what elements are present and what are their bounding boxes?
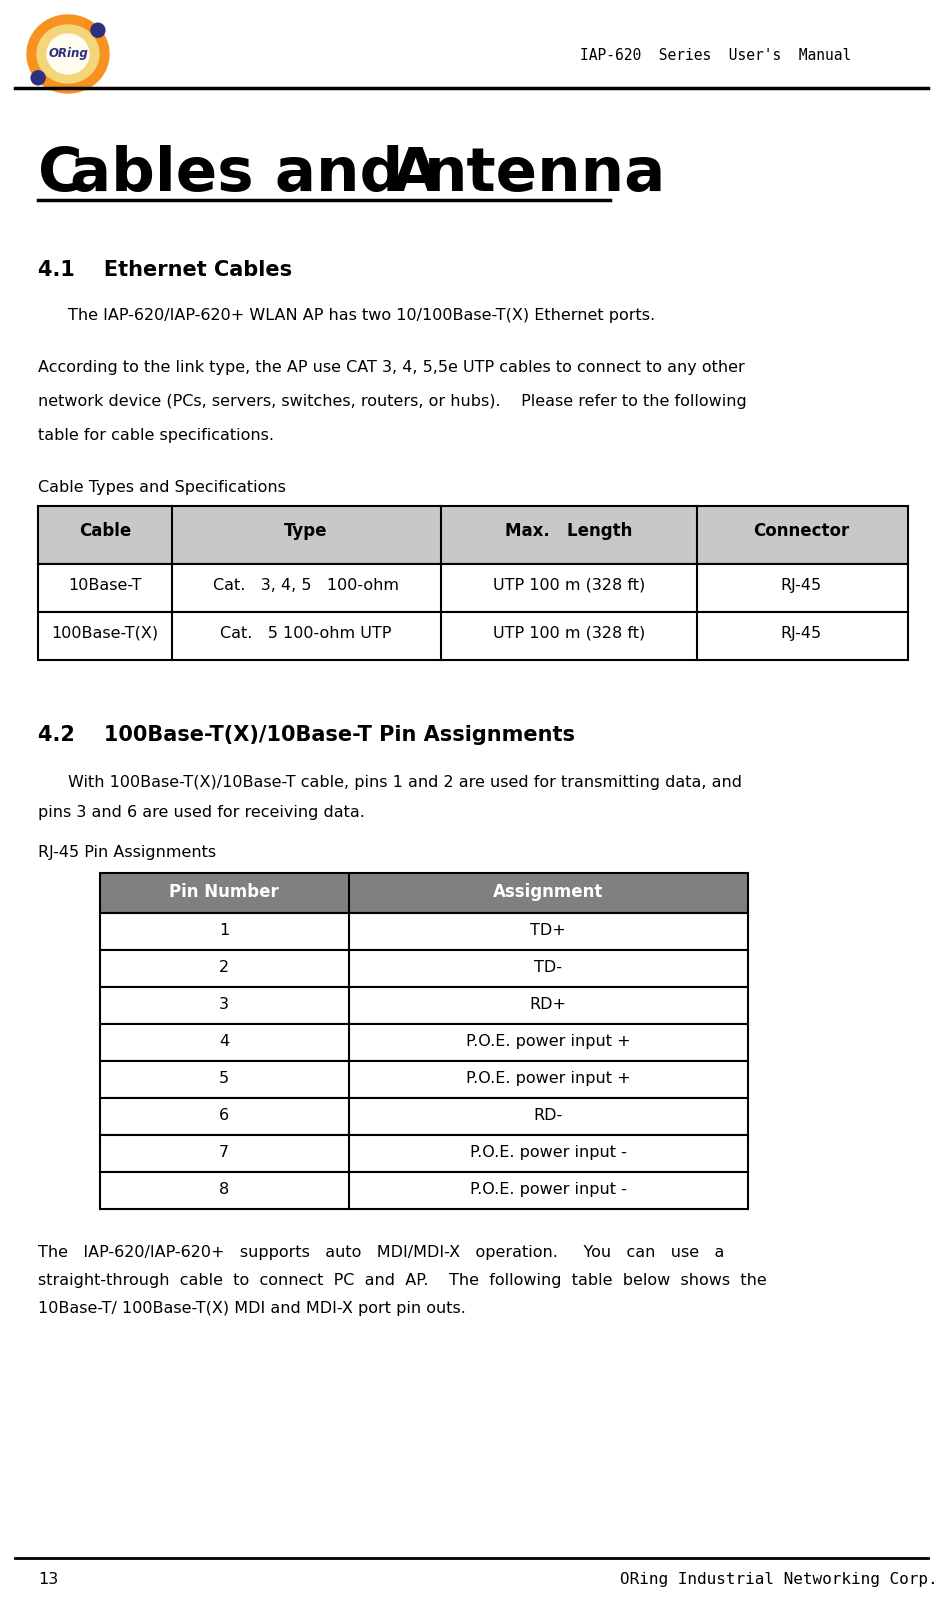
Text: 8: 8 (219, 1182, 229, 1198)
Text: 100Base-T(X): 100Base-T(X) (51, 625, 159, 641)
Text: The IAP-620/IAP-620+ WLAN AP has two 10/100Base-T(X) Ethernet ports.: The IAP-620/IAP-620+ WLAN AP has two 10/… (68, 309, 656, 323)
Text: Cat.   5 100-ohm UTP: Cat. 5 100-ohm UTP (220, 625, 392, 641)
Text: ables and: ables and (70, 146, 425, 205)
Text: 6: 6 (219, 1108, 229, 1122)
Text: RJ-45: RJ-45 (780, 577, 821, 593)
Text: According to the link type, the AP use CAT 3, 4, 5,5e UTP cables to connect to a: According to the link type, the AP use C… (38, 360, 745, 376)
Text: UTP 100 m (328 ft): UTP 100 m (328 ft) (493, 577, 645, 593)
Bar (100, 987, 748, 1023)
Text: P.O.E. power input +: P.O.E. power input + (465, 1035, 630, 1049)
Ellipse shape (47, 34, 89, 74)
Text: 1: 1 (219, 923, 229, 939)
Bar (38, 505, 908, 564)
Text: 13: 13 (38, 1572, 59, 1586)
Ellipse shape (27, 14, 109, 93)
Bar (100, 1062, 748, 1099)
Text: P.O.E. power input -: P.O.E. power input - (469, 1145, 626, 1159)
Bar (100, 1023, 748, 1062)
Text: 4.1    Ethernet Cables: 4.1 Ethernet Cables (38, 261, 292, 280)
Bar (38, 564, 908, 612)
Circle shape (91, 24, 105, 37)
Text: 5: 5 (219, 1071, 229, 1086)
Text: Max.   Length: Max. Length (505, 521, 633, 540)
Circle shape (31, 70, 45, 85)
Text: 4: 4 (219, 1035, 229, 1049)
Text: Cable: Cable (79, 521, 131, 540)
Text: ntenna: ntenna (424, 146, 666, 205)
Text: RJ-45 Pin Assignments: RJ-45 Pin Assignments (38, 844, 216, 860)
Text: ORing Industrial Networking Corp.: ORing Industrial Networking Corp. (620, 1572, 937, 1586)
Bar (100, 1172, 748, 1209)
Text: 10Base-T/ 100Base-T(X) MDI and MDI-X port pin outs.: 10Base-T/ 100Base-T(X) MDI and MDI-X por… (38, 1302, 465, 1316)
Bar (38, 612, 908, 660)
Text: RJ-45: RJ-45 (780, 625, 821, 641)
Bar (100, 873, 748, 913)
Bar (100, 1135, 748, 1172)
Text: Cat.   3, 4, 5   100-ohm: Cat. 3, 4, 5 100-ohm (213, 577, 399, 593)
Text: P.O.E. power input +: P.O.E. power input + (465, 1071, 630, 1086)
Text: With 100Base-T(X)/10Base-T cable, pins 1 and 2 are used for transmitting data, a: With 100Base-T(X)/10Base-T cable, pins 1… (68, 776, 742, 790)
Text: 3: 3 (219, 998, 229, 1012)
Text: table for cable specifications.: table for cable specifications. (38, 429, 274, 443)
Text: Cable Types and Specifications: Cable Types and Specifications (38, 480, 286, 496)
Text: RD-: RD- (534, 1108, 563, 1122)
Ellipse shape (37, 26, 99, 83)
Text: 7: 7 (219, 1145, 229, 1159)
Text: TD+: TD+ (530, 923, 566, 939)
Text: Pin Number: Pin Number (169, 883, 279, 900)
Text: Assignment: Assignment (493, 883, 604, 900)
Bar (100, 913, 748, 950)
Text: C: C (38, 146, 82, 205)
Text: The   IAP-620/IAP-620+   supports   auto   MDI/MDI-X   operation.     You   can : The IAP-620/IAP-620+ supports auto MDI/M… (38, 1246, 725, 1260)
Bar (100, 1099, 748, 1135)
Text: P.O.E. power input -: P.O.E. power input - (469, 1182, 626, 1198)
Bar (100, 950, 748, 987)
Text: TD-: TD- (534, 959, 562, 975)
Text: Type: Type (284, 521, 327, 540)
Text: UTP 100 m (328 ft): UTP 100 m (328 ft) (493, 625, 645, 641)
Text: Connector: Connector (753, 521, 850, 540)
Text: pins 3 and 6 are used for receiving data.: pins 3 and 6 are used for receiving data… (38, 804, 365, 820)
Text: straight-through  cable  to  connect  PC  and  AP.    The  following  table  bel: straight-through cable to connect PC and… (38, 1273, 767, 1289)
Text: IAP-620  Series  User's  Manual: IAP-620 Series User's Manual (580, 48, 851, 62)
Text: network device (PCs, servers, switches, routers, or hubs).    Please refer to th: network device (PCs, servers, switches, … (38, 393, 746, 409)
Text: 10Base-T: 10Base-T (68, 577, 142, 593)
Text: ORing: ORing (48, 48, 88, 61)
Text: RD+: RD+ (530, 998, 567, 1012)
Text: 2: 2 (219, 959, 229, 975)
Text: A: A (392, 146, 439, 205)
Text: 4.2    100Base-T(X)/10Base-T Pin Assignments: 4.2 100Base-T(X)/10Base-T Pin Assignment… (38, 724, 575, 745)
